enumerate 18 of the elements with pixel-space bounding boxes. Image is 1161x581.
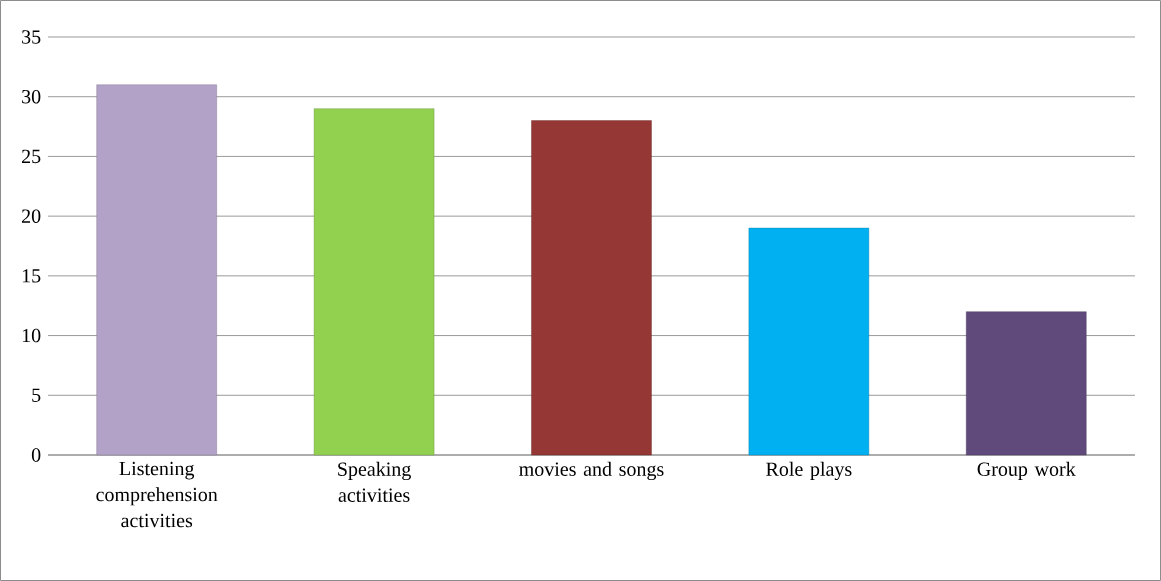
y-tick-label: 30 bbox=[22, 89, 41, 104]
y-tick-label: 10 bbox=[22, 328, 41, 343]
x-tick-label: Group work bbox=[977, 461, 1076, 481]
bar bbox=[96, 84, 217, 456]
y-tick-label: 15 bbox=[22, 269, 41, 283]
bar bbox=[313, 108, 435, 456]
bar bbox=[531, 120, 652, 456]
x-tick-label: Role plays bbox=[766, 461, 852, 481]
x-tick-label: movies and songs bbox=[519, 461, 664, 481]
y-tick-label: 20 bbox=[22, 209, 41, 223]
y-tick-label: 0 bbox=[31, 448, 41, 462]
y-tick-label: 5 bbox=[32, 388, 41, 402]
bar bbox=[748, 227, 870, 456]
x-tick-label: Speaking activities bbox=[338, 461, 411, 502]
bar bbox=[966, 311, 1087, 456]
y-tick-label: 35 bbox=[22, 30, 41, 44]
x-tick-label: Listening comprehension activities bbox=[96, 461, 218, 528]
y-tick-label: 25 bbox=[22, 149, 41, 164]
